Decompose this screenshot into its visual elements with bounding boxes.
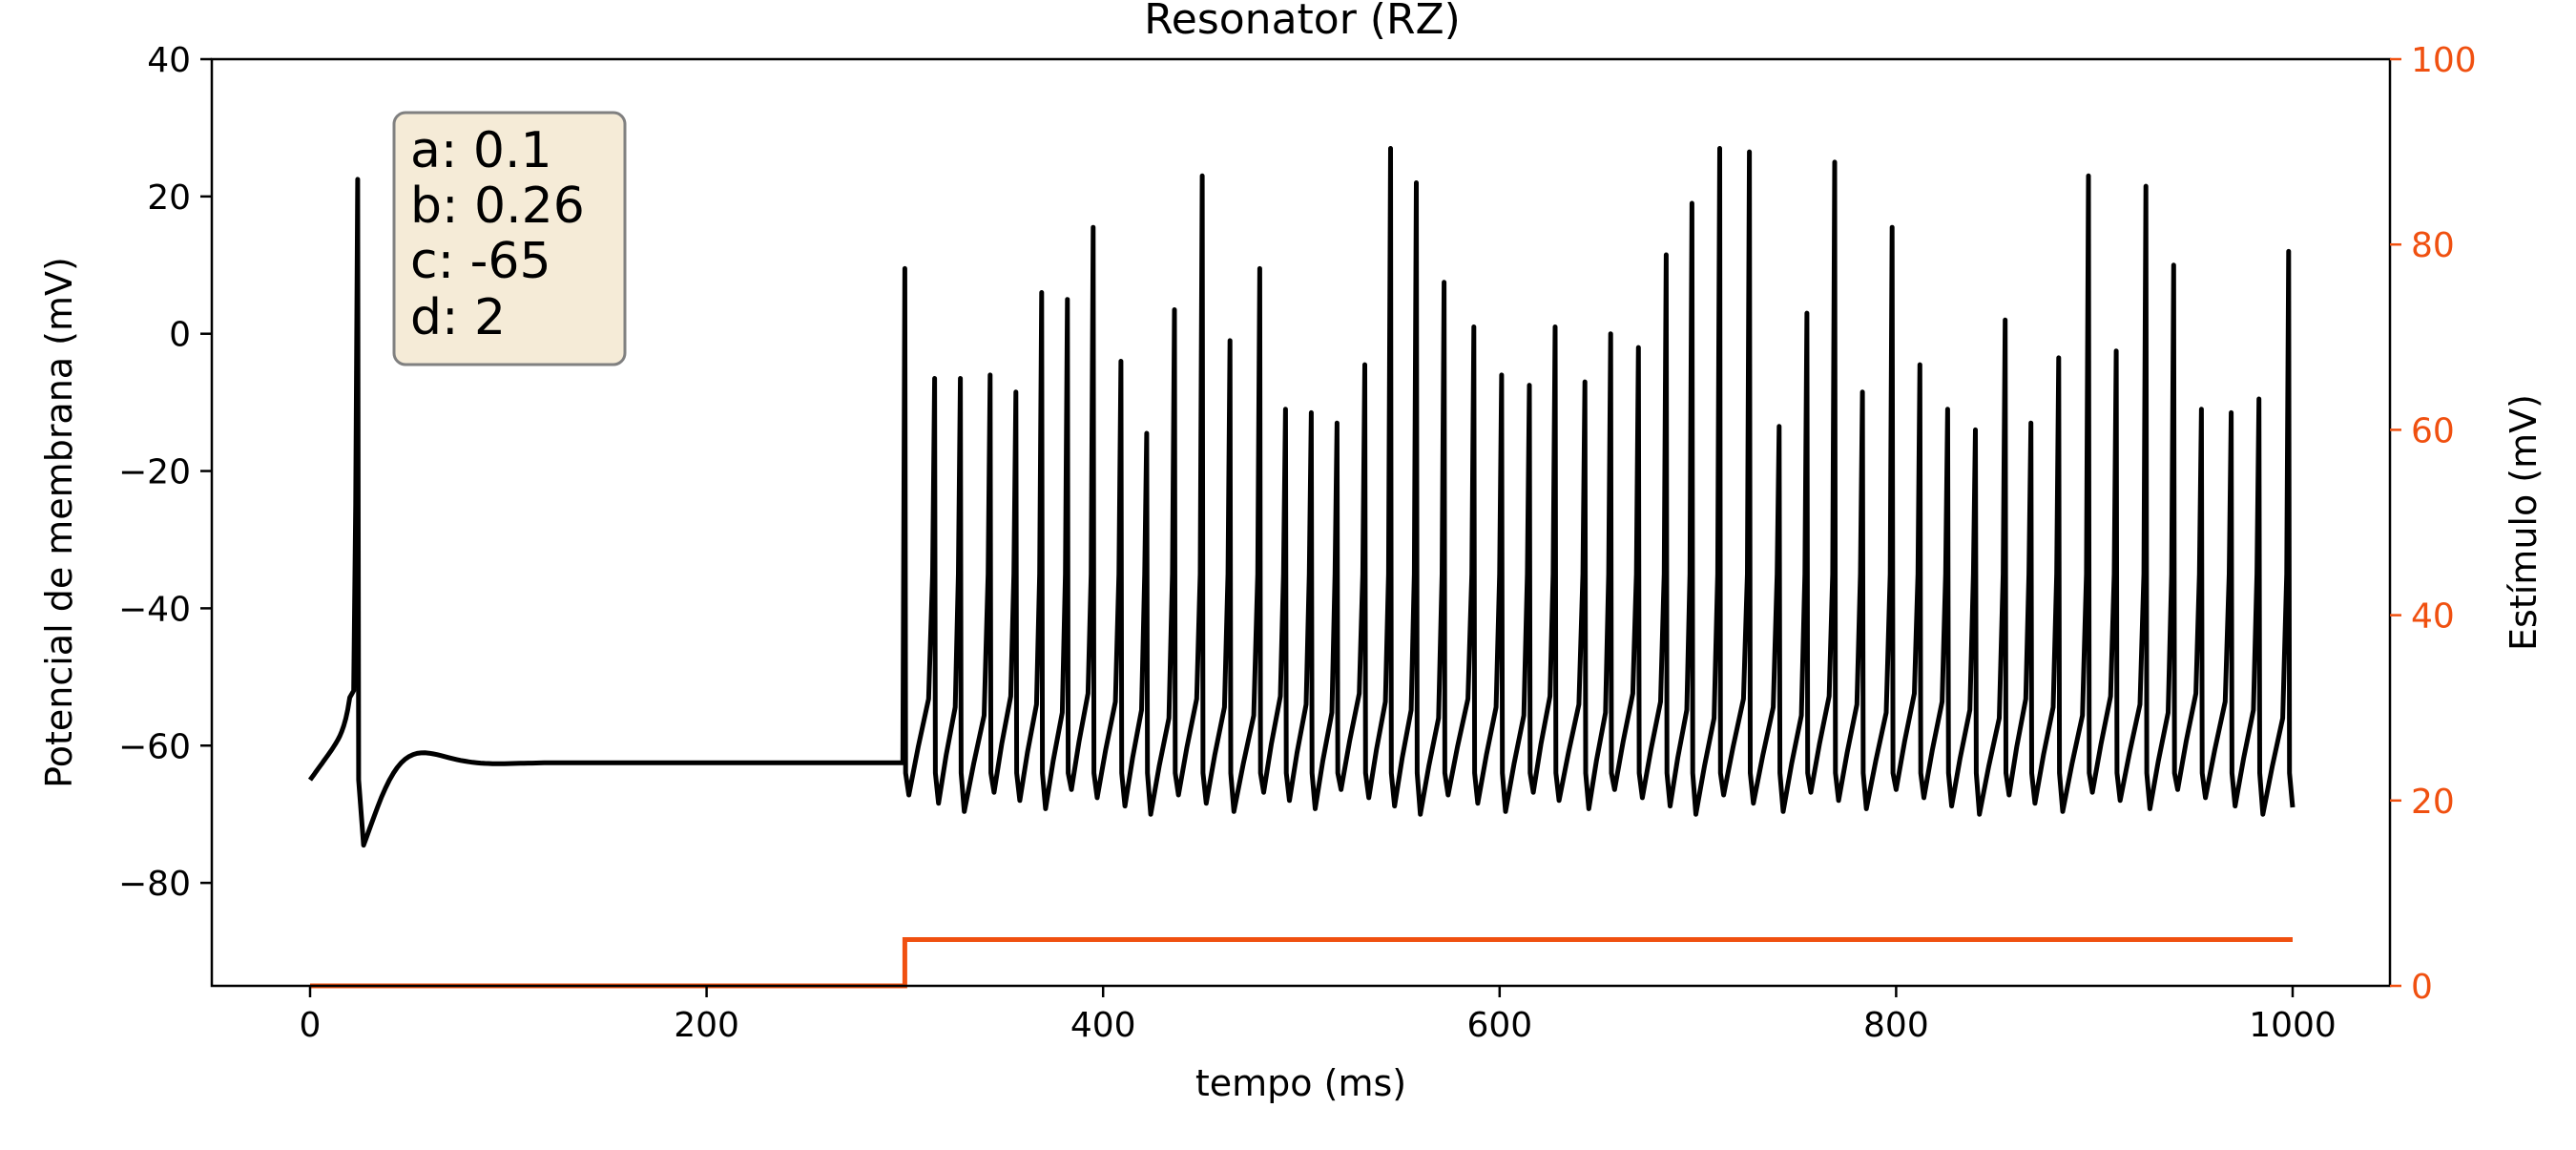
y2-tick-label: 0	[2411, 968, 2433, 1007]
x-tick-label: 0	[300, 1006, 322, 1045]
membrane-potential-series	[307, 146, 2296, 848]
x-tick-label: 600	[1466, 1006, 1532, 1045]
y-tick-label: −80	[118, 865, 191, 904]
x-axis: 0 200 400 600 800 1000	[300, 986, 2337, 1045]
y-tick-label: −20	[118, 453, 191, 492]
stimulus-line	[310, 937, 2293, 989]
y2-tick-label: 80	[2411, 226, 2455, 265]
y2-tick-label: 40	[2411, 597, 2455, 637]
y-tick-label: 0	[169, 316, 191, 355]
y-axis-left: 40 20 0 −20 −40 −60 −80	[118, 41, 212, 904]
parameter-box: a: 0.1 b: 0.26 c: -65 d: 2	[392, 111, 627, 366]
x-tick-label: 400	[1070, 1006, 1136, 1045]
parameter-b: b: 0.26	[410, 178, 585, 235]
x-tick-label: 1000	[2249, 1006, 2337, 1045]
parameter-c: c: -65	[410, 233, 551, 290]
y2-axis-label: Estímulo (mV)	[2503, 394, 2545, 651]
parameter-a: a: 0.1	[410, 122, 552, 179]
membrane-potential-line	[307, 146, 2296, 848]
parameter-box-frame	[392, 111, 627, 366]
y-axis-right: 100 80 60 40 20 0	[2390, 41, 2477, 1007]
y-tick-label: −40	[118, 590, 191, 629]
y2-tick-label: 60	[2411, 411, 2455, 450]
x-tick-label: 200	[674, 1006, 739, 1045]
x-axis-label: tempo (ms)	[1195, 1062, 1406, 1104]
chart-title: Resonator (RZ)	[1144, 0, 1461, 44]
y-tick-label: 20	[147, 178, 191, 218]
x-tick-label: 800	[1863, 1006, 1929, 1045]
y2-tick-label: 100	[2411, 41, 2477, 80]
plot-frame	[210, 57, 2392, 988]
stimulus-series	[310, 937, 2293, 989]
y-tick-label: 40	[147, 41, 191, 80]
parameter-d: d: 2	[410, 289, 506, 346]
y-tick-label: −60	[118, 727, 191, 766]
y2-tick-label: 20	[2411, 783, 2455, 822]
y-axis-label: Potencial de membrana (mV)	[38, 257, 80, 788]
